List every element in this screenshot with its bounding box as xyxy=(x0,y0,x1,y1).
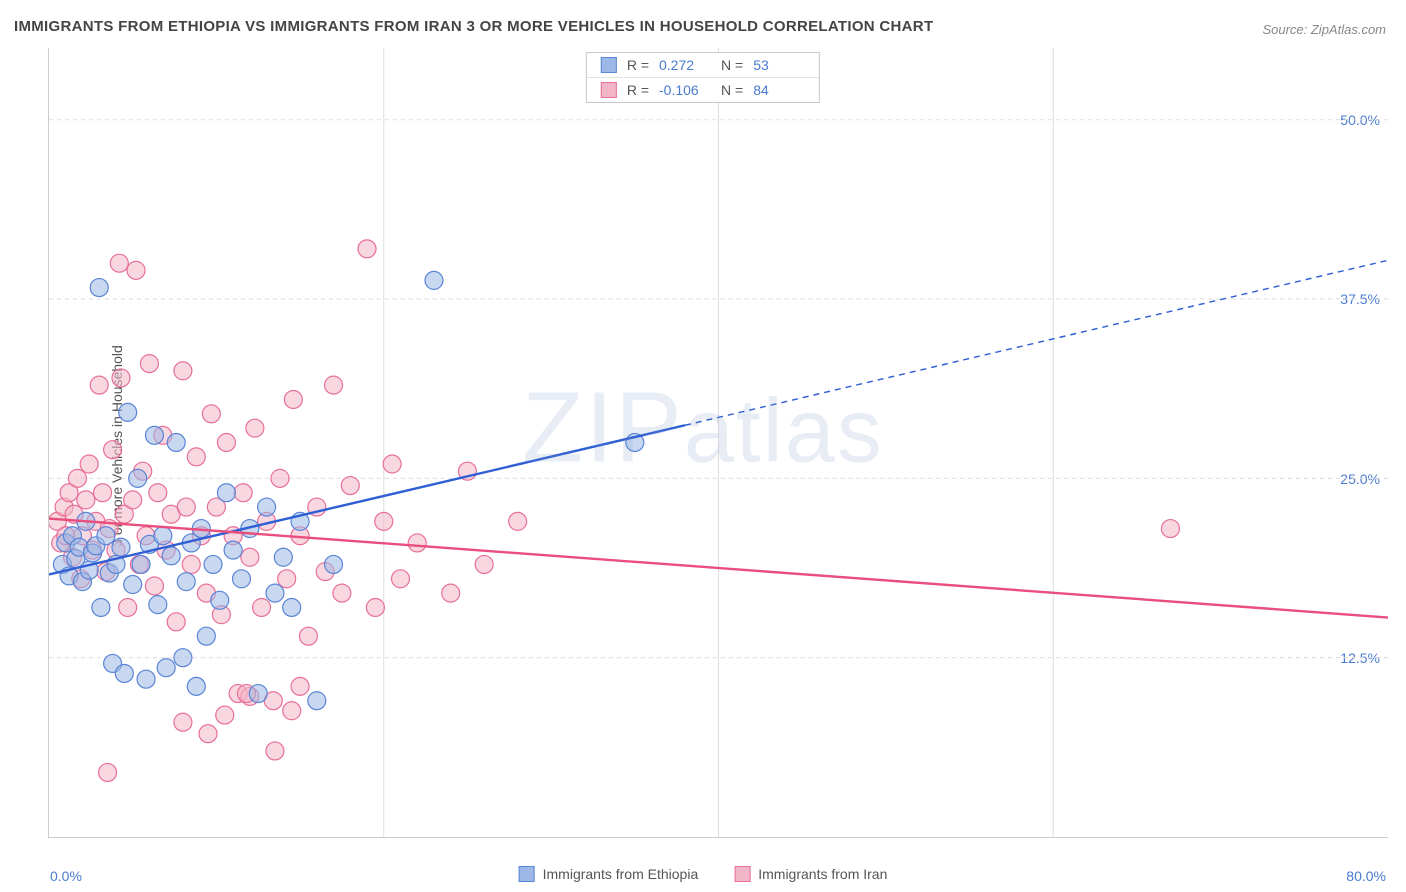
bottom-legend: Immigrants from Ethiopia Immigrants from… xyxy=(519,866,888,882)
legend-swatch-iran xyxy=(734,866,750,882)
stats-row-iran: R = -0.106 N = 84 xyxy=(587,78,819,102)
legend-label-iran: Immigrants from Iran xyxy=(758,866,887,882)
legend-label-ethiopia: Immigrants from Ethiopia xyxy=(543,866,699,882)
n-label: N = xyxy=(721,57,743,73)
x-tick-max: 80.0% xyxy=(1346,868,1386,884)
scatter-plot-svg xyxy=(49,48,1388,837)
legend-item-ethiopia: Immigrants from Ethiopia xyxy=(519,866,699,882)
chart-title: IMMIGRANTS FROM ETHIOPIA VS IMMIGRANTS F… xyxy=(14,18,933,35)
x-tick-min: 0.0% xyxy=(50,868,82,884)
n-label: N = xyxy=(721,82,743,98)
n-value-ethiopia: 53 xyxy=(753,57,805,73)
stats-row-ethiopia: R = 0.272 N = 53 xyxy=(587,53,819,78)
r-label: R = xyxy=(627,57,649,73)
swatch-iran xyxy=(601,82,617,98)
correlation-stats-box: R = 0.272 N = 53 R = -0.106 N = 84 xyxy=(586,52,820,103)
r-label: R = xyxy=(627,82,649,98)
legend-item-iran: Immigrants from Iran xyxy=(734,866,887,882)
r-value-iran: -0.106 xyxy=(659,82,711,98)
r-value-ethiopia: 0.272 xyxy=(659,57,711,73)
legend-swatch-ethiopia xyxy=(519,866,535,882)
source-attribution: Source: ZipAtlas.com xyxy=(1262,22,1386,37)
swatch-ethiopia xyxy=(601,57,617,73)
n-value-iran: 84 xyxy=(753,82,805,98)
chart-plot-area: 12.5%25.0%37.5%50.0% xyxy=(48,48,1388,838)
